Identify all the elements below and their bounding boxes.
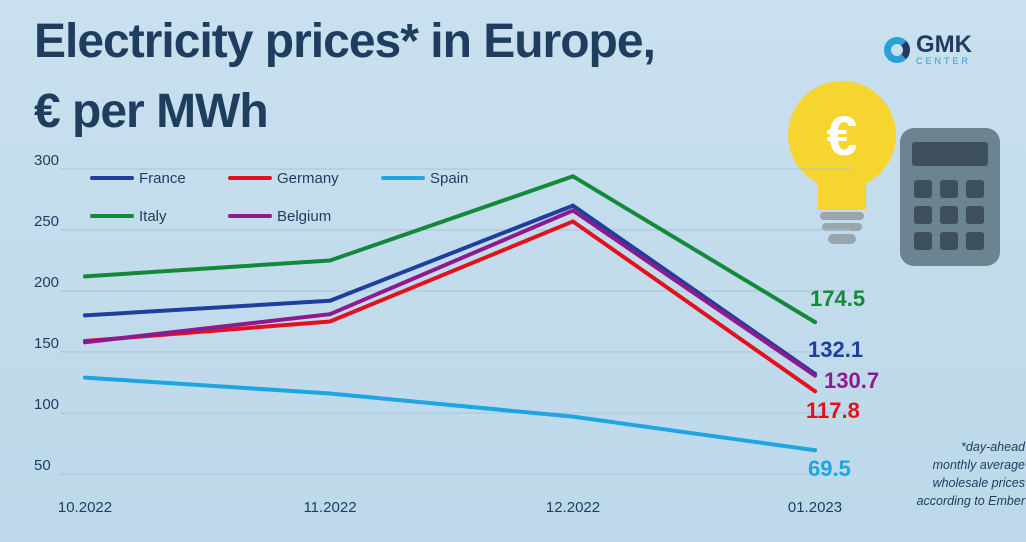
- data-point-germany: [571, 219, 575, 224]
- svg-text:€: €: [826, 104, 857, 167]
- data-point-germany: [328, 319, 332, 324]
- y-tick-label: 150: [34, 335, 59, 352]
- x-tick-label: 12.2022: [546, 499, 600, 516]
- data-point-belgium: [328, 312, 332, 317]
- calculator-icon: [900, 128, 1000, 266]
- y-tick-label: 200: [34, 274, 59, 291]
- footnote: *day-ahead monthly average wholesale pri…: [916, 440, 1025, 508]
- x-tick-label: 01.2023: [788, 499, 842, 516]
- data-point-italy: [328, 258, 332, 263]
- x-tick-label: 11.2022: [303, 499, 356, 516]
- series-line-spain: [83, 375, 817, 453]
- y-tick-label: 100: [34, 396, 59, 413]
- legend-label-spain: Spain: [430, 170, 468, 187]
- data-point-france: [328, 298, 332, 303]
- data-point-france: [83, 313, 87, 318]
- data-point-italy: [83, 274, 87, 279]
- end-value-label-belgium: 130.7: [824, 368, 879, 393]
- data-point-belgium: [83, 340, 87, 345]
- legend-label-germany: Germany: [277, 170, 339, 187]
- y-tick-label: 250: [34, 213, 59, 230]
- data-point-spain: [83, 375, 87, 380]
- data-point-belgium: [571, 208, 575, 213]
- data-point-italy: [571, 174, 575, 179]
- logo-ring-icon: [884, 37, 910, 63]
- y-tick-label: 50: [34, 457, 51, 474]
- chart-subtitle: € per MWh: [34, 85, 269, 138]
- data-point-spain: [571, 414, 575, 419]
- data-point-spain: [328, 391, 332, 396]
- end-value-label-spain: 69.5: [808, 456, 851, 481]
- legend-label-france: France: [139, 170, 186, 187]
- series-line-germany: [83, 219, 817, 394]
- data-point-belgium: [813, 373, 817, 378]
- end-value-label-germany: 117.8: [806, 398, 860, 423]
- legend-label-belgium: Belgium: [277, 208, 331, 225]
- series-line-italy: [83, 174, 817, 325]
- chart-title: Electricity prices* in Europe,: [34, 15, 656, 68]
- lightbulb-euro-icon: €: [788, 81, 896, 244]
- legend-label-italy: Italy: [139, 208, 167, 225]
- data-point-germany: [813, 389, 817, 394]
- data-point-italy: [813, 320, 817, 325]
- y-tick-label: 300: [34, 152, 59, 169]
- data-point-france: [571, 203, 575, 208]
- data-point-spain: [813, 448, 817, 453]
- end-value-label-france: 132.1: [808, 337, 863, 362]
- x-tick-label: 10.2022: [58, 499, 112, 516]
- gmk-logo: GMK CENTER: [884, 33, 972, 66]
- series-line-france: [83, 203, 817, 376]
- series-line-belgium: [83, 208, 817, 378]
- end-value-label-italy: 174.5: [810, 286, 865, 311]
